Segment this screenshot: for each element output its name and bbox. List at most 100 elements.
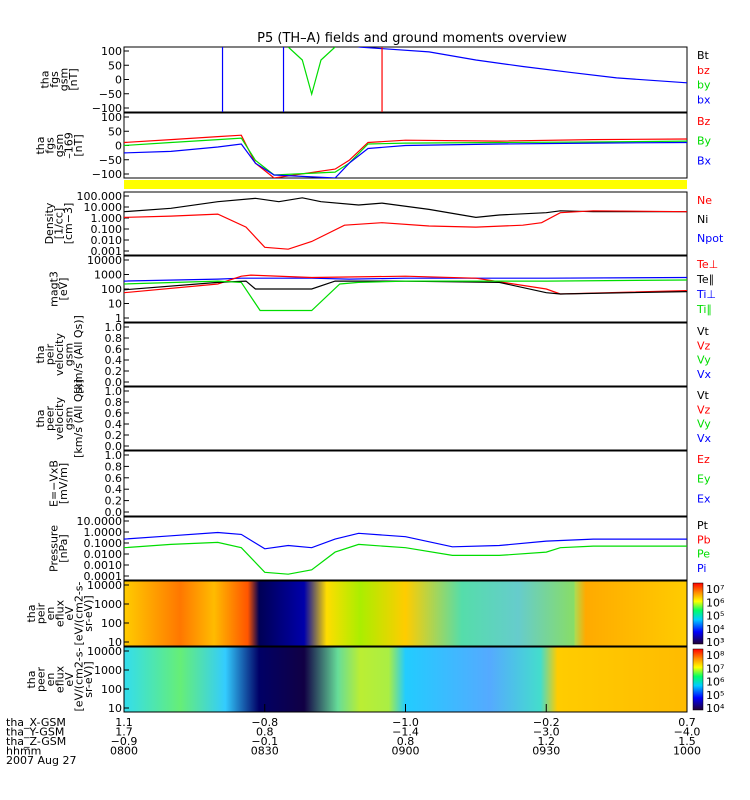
y-tick-label: 0.0100 [84,548,123,561]
y-tick-label: 1000 [94,598,122,611]
y-axis-label: [cm−3] [62,203,75,245]
ephemeris-value: −0.1 [251,735,278,748]
colorbar-tick-label: 10⁴ [706,623,725,636]
y-axis-label: [nPa] [57,534,70,562]
ephemeris-row-label: hhmm [6,745,41,758]
legend-entry: Ni [697,213,708,226]
y-tick-label: 50 [108,59,122,72]
panel-frame [123,450,688,517]
y-tick-label: 0.6 [105,472,123,485]
y-axis-label: sr-eV)] [82,661,95,697]
y-axis-label: eflux [54,665,67,693]
y-tick-label: 0.0 [105,376,123,389]
colorbar-tick-label: 10⁶ [706,676,725,689]
y-axis-label: [eV/(cm2-s- [73,647,86,711]
y-tick-label: 1.0 [105,321,123,334]
series-line-Bx [124,141,687,178]
series-line-Bz [124,134,687,178]
series-line-Ni [124,197,687,219]
legend-entry: Vy [697,418,711,431]
y-tick-label: 10 [108,702,122,715]
legend-entry: By [697,135,712,148]
y-tick-label: −100 [92,102,122,115]
y-tick-label: 100 [101,111,122,124]
series-line-Pi [124,531,687,550]
y-tick-label: 1.0000 [84,526,123,539]
y-tick-label: 0.001 [91,245,123,258]
y-axis-label: eV [63,672,76,687]
y-tick-label: 0.4 [105,483,123,496]
y-tick-label: 10000 [87,645,122,658]
y-axis-label: sr-eV)] [82,595,95,631]
series-line-Ne [124,210,687,250]
y-axis-label: tha [34,409,47,427]
ephemeris-value: 1.1 [115,716,133,729]
ephemeris-value: 1.2 [538,735,556,748]
y-axis-label: velocity [53,397,66,440]
y-axis-label: peir [44,343,57,365]
y-axis-label: gsm [58,68,71,91]
legend-entry: Pe [697,548,710,561]
y-axis-label: [1/cc] [53,208,66,239]
y-tick-label: −50 [99,88,122,101]
y-axis-label: peer [44,406,57,432]
legend-entry: Pb [697,533,711,546]
ephemeris-row-label: 2007 Aug 27 [6,754,76,767]
ephemeris-value: 0.7 [678,716,696,729]
legend-entry: by [697,79,711,92]
y-axis-label: Pressure [48,525,61,572]
legend-entry: Vz [697,339,711,352]
plot-title: P5 (TH–A) fields and ground moments over… [257,31,567,46]
y-tick-label: 1.0 [105,385,123,398]
panel-6: 1.00.80.60.40.20.0thapeervelocitygsm[km/… [34,379,712,458]
series-line-Pe [124,541,687,575]
y-tick-label: 100 [101,283,122,296]
legend-entry: bz [697,64,710,77]
ephemeris-value: 1000 [673,745,701,758]
ephemeris-row-label: tha_X-GSM [6,716,66,729]
series-line-bx [358,47,687,84]
y-axis-label: peer [35,667,48,693]
y-tick-label: 0.010 [91,234,123,247]
legend-entry: Ti⊥ [696,288,716,301]
colorbar-tick-label: 10⁶ [706,596,725,609]
y-tick-label: 100 [101,683,122,696]
legend-entry: Vz [697,403,711,416]
yellow-status-bar [124,180,687,189]
legend-entry: Bx [697,154,712,167]
y-tick-label: 0.4 [105,354,123,367]
y-tick-label: −50 [99,154,122,167]
ephemeris-value: 0800 [110,745,138,758]
y-tick-label: 10000 [87,579,122,592]
ephemeris-value: −3.0 [533,726,560,739]
ephemeris-value: 0830 [251,745,279,758]
y-tick-label: 0.1000 [84,537,123,550]
y-tick-label: 0.2 [105,495,123,508]
legend-entry: Te∥ [696,273,714,286]
legend-entry: Vt [697,325,710,338]
y-axis-label: magt3 [48,271,61,307]
ephemeris-row-label: tha_Y-GSM [6,726,64,739]
y-axis-label: Density [43,202,56,244]
y-axis-label: E=−VxB [48,460,61,507]
ephemeris-value: 1.5 [678,735,696,748]
y-axis-label: [eV] [57,278,70,301]
y-tick-label: 100.000 [77,190,123,203]
panels: 100500−50−100thafgsgsm[nT]Btbzbybx100500… [25,45,725,715]
y-axis-label: [nT] [72,134,85,156]
y-axis-label: tha [25,604,38,622]
y-tick-label: 0.6 [105,407,123,420]
panel-5: 1.00.80.60.40.20.0 thapeirvelocitygsm[km/… [34,315,712,394]
y-tick-label: 0.0 [105,440,123,453]
ephemeris-value: −1.4 [392,726,419,739]
colorbar-tick-label: 10⁸ [706,649,725,662]
y-axis-label: gsm [63,407,76,430]
colorbar-tick-label: 10⁵ [706,689,724,702]
legend-entry: Vx [697,368,712,381]
y-axis-label: fgs [48,71,61,88]
y-axis-label: eV [63,606,76,621]
